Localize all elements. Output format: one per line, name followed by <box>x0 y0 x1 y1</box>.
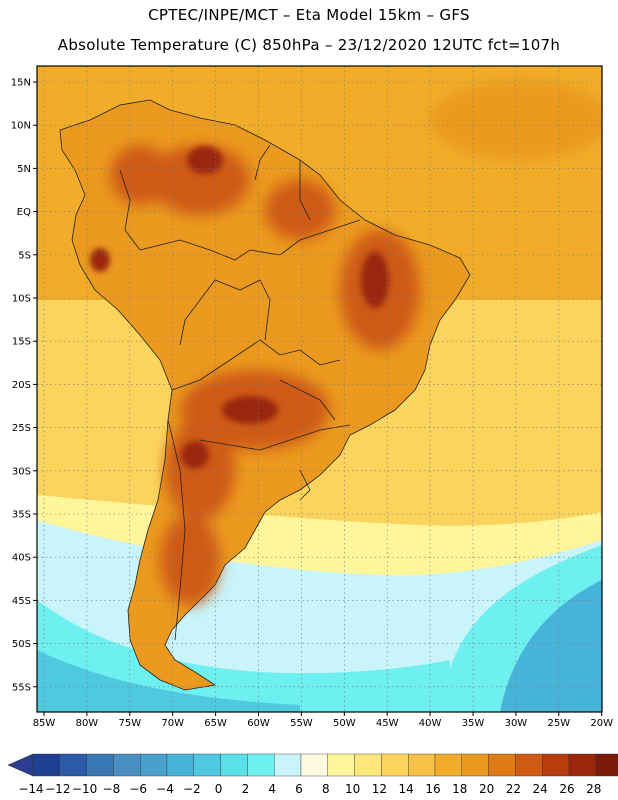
longitude-label: 40W <box>419 718 442 729</box>
colorbar-swatch <box>300 753 328 777</box>
longitude-label: 70W <box>161 718 184 729</box>
latitude-label: 5S <box>18 250 31 261</box>
longitude-labels: 85W 80W 75W 70W 65W 60W 55W 50W 45W 40W 35W 30W 25W 2… <box>33 712 613 729</box>
latitude-label: 10S <box>12 294 31 305</box>
colorbar-swatch <box>408 753 436 777</box>
map-title: CPTEC/INPE/MCT – Eta Model 15km – GFS <box>148 6 470 24</box>
land-heat-zones <box>110 145 420 605</box>
colorbar-under-arrow <box>7 753 34 777</box>
colorbar-swatch <box>32 753 60 777</box>
latitude-label: 35S <box>12 510 31 521</box>
latitude-label: 40S <box>12 553 31 564</box>
longitude-label: 80W <box>76 718 99 729</box>
colorbar-swatch <box>515 753 543 777</box>
colorbar-label: 4 <box>268 782 276 796</box>
colorbar-label: 12 <box>372 782 387 796</box>
colorbar-label: −14 <box>18 782 43 796</box>
colorbar-swatch <box>139 753 168 777</box>
colorbar-label: 8 <box>322 782 330 796</box>
colorbar-label: 22 <box>506 782 521 796</box>
colorbar-swatch <box>381 753 409 777</box>
colorbar-label: 18 <box>452 782 467 796</box>
latitude-label: 25S <box>12 423 31 434</box>
colorbar-label: 2 <box>242 782 250 796</box>
colorbar-swatch <box>247 753 275 777</box>
colorbar-label: 24 <box>533 782 548 796</box>
colorbar-swatch <box>488 753 516 777</box>
colorbar-swatch <box>274 753 302 777</box>
latitude-label: 15S <box>12 337 31 348</box>
colorbar-swatch <box>59 753 87 777</box>
colorbar-swatch <box>193 753 221 777</box>
latitude-label: 10N <box>11 121 31 132</box>
longitude-label: 30W <box>505 718 528 729</box>
ocean-cold-area-3 <box>37 600 450 712</box>
colorbar-swatch <box>542 753 570 777</box>
colorbar-swatch <box>595 753 618 777</box>
temperature-field <box>37 66 602 712</box>
country-borders <box>59 99 471 691</box>
longitude-label: 85W <box>33 718 56 729</box>
colorbar-swatch <box>166 753 194 777</box>
colorbar-label: −4 <box>156 782 174 796</box>
latitude-label: 55S <box>12 682 31 693</box>
longitude-label: 75W <box>118 718 141 729</box>
latitude-label: 5N <box>17 164 31 175</box>
colorbar-label: 6 <box>295 782 303 796</box>
colorbar-label: −6 <box>129 782 147 796</box>
longitude-label: 35W <box>462 718 485 729</box>
longitude-label: 55W <box>290 718 313 729</box>
land-max-zones <box>90 146 389 469</box>
ocean-cold-area-4 <box>37 650 300 712</box>
map-frame <box>36 65 603 713</box>
latitude-label: 30S <box>12 466 31 477</box>
longitude-label: 60W <box>247 718 270 729</box>
colorbar-label: 14 <box>399 782 414 796</box>
longitude-label: 45W <box>376 718 399 729</box>
colorbar-label: 26 <box>559 782 574 796</box>
latitude-label: 20S <box>12 380 31 391</box>
colorbar-swatch <box>568 753 596 777</box>
latitude-label: 45S <box>12 596 31 607</box>
latitude-label: EQ <box>17 207 31 218</box>
colorbar-label: 16 <box>425 782 440 796</box>
latitude-label: 50S <box>12 639 31 650</box>
colorbar-swatch <box>220 753 248 777</box>
colorbar-label: −8 <box>103 782 121 796</box>
map-subtitle: Absolute Temperature (C) 850hPa – 23/12/… <box>57 36 561 54</box>
colorbar-label: −12 <box>45 782 70 796</box>
longitude-label: 25W <box>547 718 570 729</box>
colorbar-swatch <box>434 753 462 777</box>
colorbar-swatch <box>86 753 114 777</box>
longitude-label: 50W <box>333 718 356 729</box>
colorbar-swatch <box>461 753 489 777</box>
colorbar: −14 −12 −10 −8 −6 −4 −2 0 2 4 6 8 10 12 14 16 18 20 22 24 26… <box>7 753 618 796</box>
ocean-warm-patch <box>430 80 602 160</box>
longitude-label: 20W <box>590 718 613 729</box>
colorbar-label: 0 <box>215 782 223 796</box>
colorbar-label: 10 <box>345 782 360 796</box>
longitude-label: 65W <box>204 718 227 729</box>
colorbar-label: −10 <box>72 782 97 796</box>
colorbar-swatch <box>354 753 382 777</box>
latitude-labels: 15N 10N 5N EQ 5S 10S 15S 20S 25S 30S 35S 40S 45S 50S 5… <box>11 78 37 693</box>
colorbar-swatch <box>113 753 141 777</box>
latitude-label: 15N <box>11 78 31 89</box>
ocean-cold-area-5 <box>500 580 602 712</box>
colorbar-swatch <box>327 753 355 777</box>
colorbar-label: −2 <box>183 782 201 796</box>
colorbar-label: 20 <box>479 782 494 796</box>
colorbar-label: 28 <box>586 782 601 796</box>
